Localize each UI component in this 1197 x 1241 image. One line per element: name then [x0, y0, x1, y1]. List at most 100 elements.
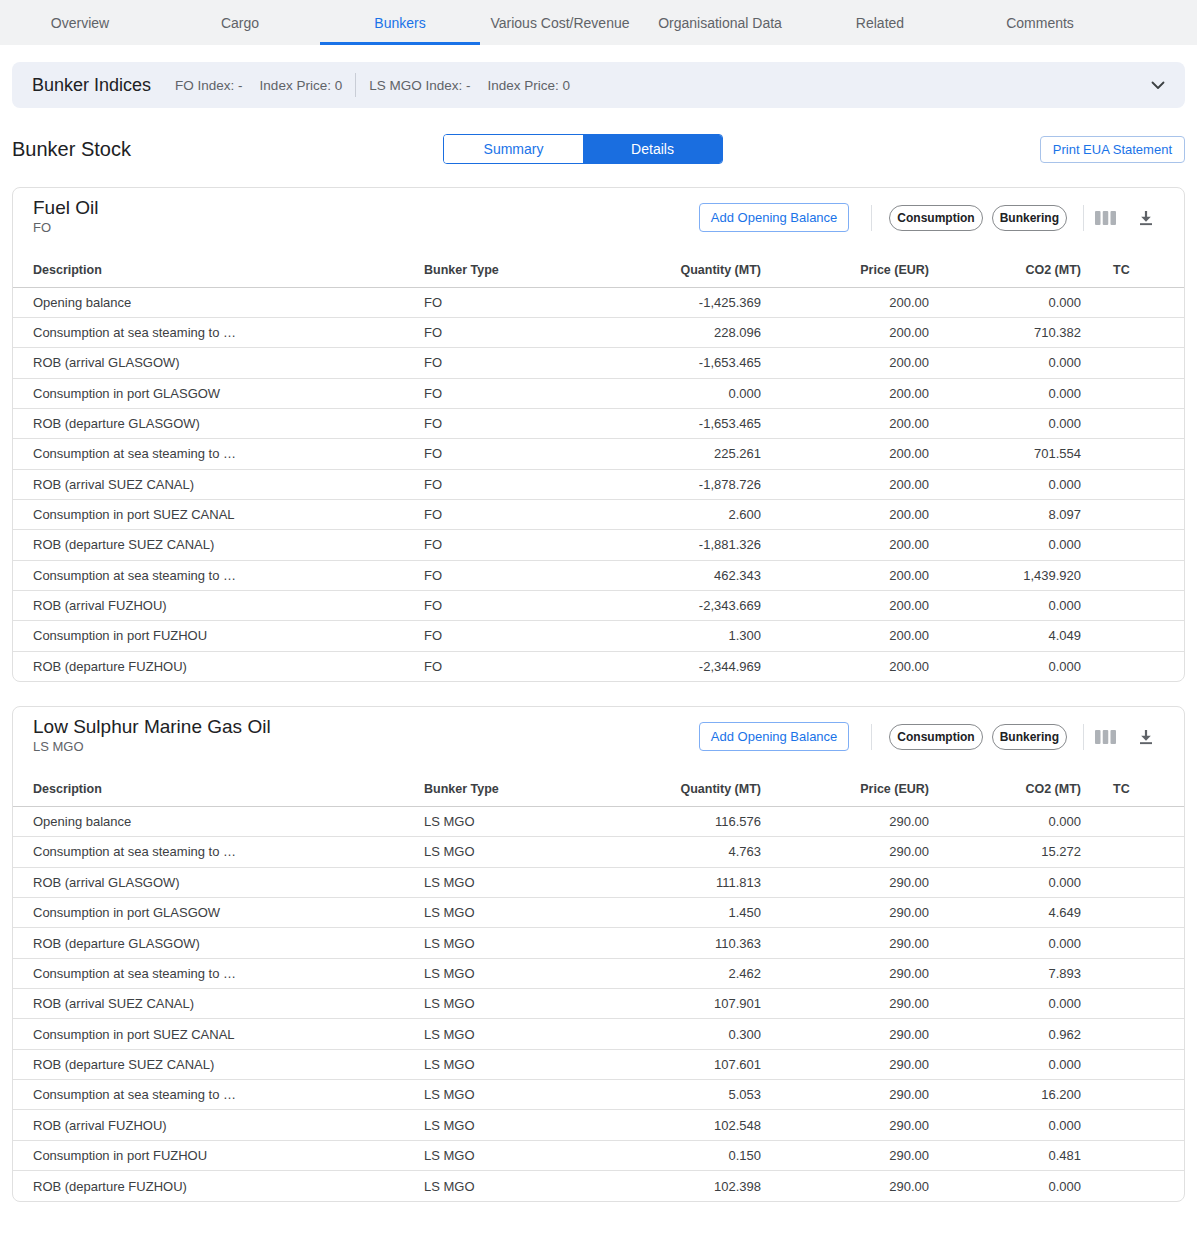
- table-cell: Consumption at sea steaming to …: [13, 837, 404, 867]
- table-row: ROB (arrival GLASGOW)FO-1,653.465200.000…: [13, 348, 1184, 378]
- tab-bunkers[interactable]: Bunkers: [320, 0, 480, 45]
- tab-comments[interactable]: Comments: [960, 0, 1120, 45]
- tab-various-cost-revenue[interactable]: Various Cost/Revenue: [480, 0, 640, 45]
- table-cell: 200.00: [761, 348, 929, 378]
- col-quantity: Quantity (MT): [594, 754, 761, 806]
- add-opening-balance-button[interactable]: Add Opening Balance: [699, 722, 849, 751]
- table-cell: 290.00: [761, 898, 929, 928]
- tab-overview[interactable]: Overview: [0, 0, 160, 45]
- table-cell: 0.150: [594, 1140, 761, 1170]
- table-cell: -1,878.726: [594, 469, 761, 499]
- table-row: Consumption at sea steaming to …LS MGO2.…: [13, 958, 1184, 988]
- table-cell: [1081, 317, 1184, 347]
- table-cell: 290.00: [761, 1140, 929, 1170]
- table-cell: 2.600: [594, 499, 761, 529]
- table-cell: FO: [404, 348, 594, 378]
- table-header-row: Description Bunker Type Quantity (MT) Pr…: [13, 235, 1184, 287]
- details-tab[interactable]: Details: [583, 135, 722, 163]
- print-eua-statement-button[interactable]: Print EUA Statement: [1040, 136, 1185, 163]
- summary-details-toggle: Summary Details: [443, 134, 723, 164]
- summary-tab[interactable]: Summary: [444, 135, 583, 163]
- table-cell: 102.398: [594, 1171, 761, 1201]
- table-cell: LS MGO: [404, 1049, 594, 1079]
- table-cell: ROB (arrival GLASGOW): [13, 348, 404, 378]
- col-description: Description: [13, 235, 404, 287]
- table-cell: 0.000: [929, 989, 1081, 1019]
- table-cell: Consumption in port GLASGOW: [13, 898, 404, 928]
- table-cell: LS MGO: [404, 958, 594, 988]
- tab-related[interactable]: Related: [800, 0, 960, 45]
- table-row: ROB (departure FUZHOU)FO-2,344.969200.00…: [13, 651, 1184, 681]
- table-cell: [1081, 408, 1184, 438]
- bunkering-button[interactable]: Bunkering: [992, 724, 1067, 750]
- consumption-button[interactable]: Consumption: [889, 724, 982, 750]
- table-cell: [1081, 867, 1184, 897]
- table-cell: 200.00: [761, 378, 929, 408]
- table-cell: 1,439.920: [929, 560, 1081, 590]
- table-row: ROB (arrival GLASGOW)LS MGO111.813290.00…: [13, 867, 1184, 897]
- col-description: Description: [13, 754, 404, 806]
- add-opening-balance-button[interactable]: Add Opening Balance: [699, 203, 849, 232]
- table-cell: [1081, 499, 1184, 529]
- col-tc: TC: [1081, 754, 1184, 806]
- table-cell: 16.200: [929, 1080, 1081, 1110]
- table-cell: 200.00: [761, 439, 929, 469]
- table-cell: 290.00: [761, 806, 929, 836]
- bunker-indices-bar[interactable]: Bunker Indices FO Index: - Index Price: …: [12, 62, 1185, 108]
- table-cell: FO: [404, 530, 594, 560]
- chevron-down-icon[interactable]: [1151, 81, 1165, 90]
- table-cell: 0.000: [929, 1110, 1081, 1140]
- table-cell: 290.00: [761, 1019, 929, 1049]
- table-cell: Consumption at sea steaming to …: [13, 958, 404, 988]
- table-row: Consumption in port SUEZ CANALLS MGO0.30…: [13, 1019, 1184, 1049]
- columns-icon[interactable]: [1095, 211, 1116, 225]
- table-cell: LS MGO: [404, 1080, 594, 1110]
- table-cell: [1081, 1080, 1184, 1110]
- table-cell: LS MGO: [404, 1171, 594, 1201]
- table-cell: 200.00: [761, 560, 929, 590]
- table-cell: -2,344.969: [594, 651, 761, 681]
- table-cell: [1081, 837, 1184, 867]
- table-cell: 710.382: [929, 317, 1081, 347]
- table-cell: 290.00: [761, 1110, 929, 1140]
- table-cell: 701.554: [929, 439, 1081, 469]
- fuel-oil-card: Fuel Oil FO Add Opening Balance Consumpt…: [12, 187, 1185, 682]
- tab-organisational-data[interactable]: Organisational Data: [640, 0, 800, 45]
- divider: [871, 205, 872, 231]
- bunkering-button[interactable]: Bunkering: [992, 205, 1067, 231]
- table-cell: 1.450: [594, 898, 761, 928]
- table-cell: -1,881.326: [594, 530, 761, 560]
- table-cell: 200.00: [761, 590, 929, 620]
- table-cell: 290.00: [761, 989, 929, 1019]
- table-cell: 200.00: [761, 499, 929, 529]
- table-cell: 200.00: [761, 651, 929, 681]
- table-cell: FO: [404, 439, 594, 469]
- table-row: Consumption at sea steaming to …FO228.09…: [13, 317, 1184, 347]
- consumption-button[interactable]: Consumption: [889, 205, 982, 231]
- table-cell: 0.000: [929, 378, 1081, 408]
- col-quantity: Quantity (MT): [594, 235, 761, 287]
- table-cell: 0.962: [929, 1019, 1081, 1049]
- table-cell: [1081, 1171, 1184, 1201]
- download-icon[interactable]: [1138, 210, 1154, 226]
- table-cell: 0.300: [594, 1019, 761, 1049]
- table-row: ROB (departure SUEZ CANAL)FO-1,881.32620…: [13, 530, 1184, 560]
- table-cell: [1081, 1019, 1184, 1049]
- lsmgo-index-price: Index Price: 0: [487, 78, 570, 93]
- table-cell: 290.00: [761, 928, 929, 958]
- table-cell: 7.893: [929, 958, 1081, 988]
- table-cell: 290.00: [761, 1171, 929, 1201]
- table-cell: LS MGO: [404, 806, 594, 836]
- table-cell: 110.363: [594, 928, 761, 958]
- columns-icon[interactable]: [1095, 730, 1116, 744]
- table-cell: FO: [404, 469, 594, 499]
- download-icon[interactable]: [1138, 729, 1154, 745]
- table-cell: [1081, 287, 1184, 317]
- card-subtitle: FO: [33, 220, 98, 235]
- table-cell: LS MGO: [404, 898, 594, 928]
- table-cell: 0.000: [929, 1049, 1081, 1079]
- table-cell: Consumption at sea steaming to …: [13, 439, 404, 469]
- table-cell: [1081, 621, 1184, 651]
- table-cell: LS MGO: [404, 989, 594, 1019]
- tab-cargo[interactable]: Cargo: [160, 0, 320, 45]
